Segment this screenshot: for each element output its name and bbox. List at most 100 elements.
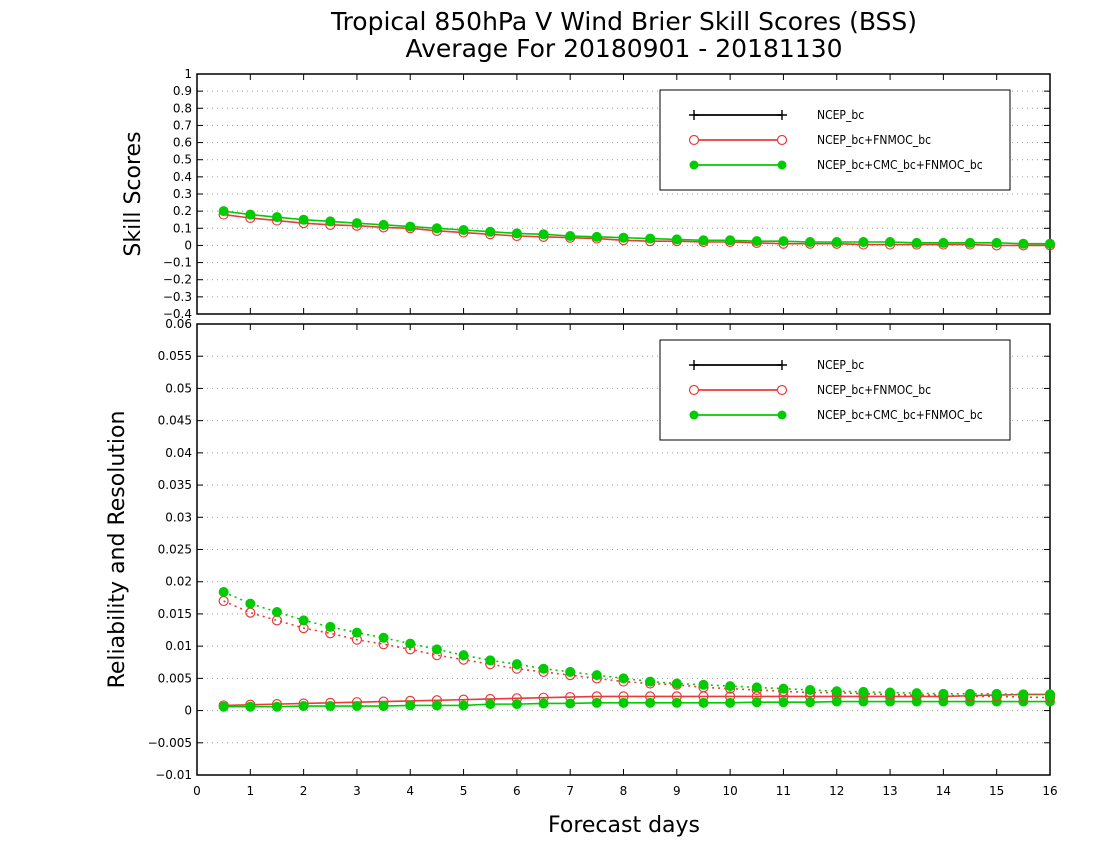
y-tick-label: 0.015 — [158, 607, 192, 621]
series-line — [223, 600, 1051, 699]
data-point — [538, 663, 549, 674]
series-line — [223, 693, 1050, 707]
data-point — [778, 683, 789, 694]
data-point — [431, 700, 442, 711]
data-point — [245, 607, 256, 618]
y-tick-label: 0.02 — [165, 575, 192, 589]
y-tick-label: 0.8 — [173, 101, 192, 115]
y-axis-label: Reliability and Resolution — [105, 411, 130, 689]
y-tick-label: 0.03 — [165, 510, 192, 524]
legend-marker — [776, 134, 788, 146]
data-point — [298, 214, 309, 225]
y-tick-label: 0.04 — [165, 446, 192, 460]
data-point — [591, 231, 602, 242]
y-tick-label: 0.045 — [158, 414, 192, 428]
y-tick-label: 0.01 — [165, 639, 192, 653]
data-point — [245, 209, 256, 220]
data-point — [831, 696, 842, 707]
data-point — [511, 228, 522, 239]
x-tick-label: 4 — [406, 784, 414, 798]
y-tick-label: 0.3 — [173, 187, 192, 201]
data-point — [431, 644, 442, 655]
data-point — [831, 237, 842, 247]
data-point — [1018, 689, 1029, 700]
data-point — [671, 234, 682, 245]
data-point — [591, 697, 602, 708]
data-point — [378, 219, 389, 230]
legend-marker — [688, 134, 700, 146]
data-point — [751, 682, 762, 693]
y-tick-label: 0.2 — [173, 204, 192, 218]
y-tick-label: −0.1 — [163, 256, 192, 270]
data-point — [565, 231, 576, 241]
data-point — [965, 237, 976, 248]
data-point — [325, 701, 336, 712]
y-tick-label: −0.01 — [155, 768, 192, 782]
y-tick-label: 0.6 — [173, 136, 192, 150]
x-tick-label: 14 — [936, 784, 951, 798]
data-point — [511, 659, 522, 670]
y-tick-label: 0.05 — [165, 381, 192, 395]
y-tick-label: 0.06 — [165, 317, 192, 331]
reliability-resolution-panel: −0.01 −0.005 0 0.005 0.01 0.015 0.02 0.025 0.03 0… — [105, 317, 1058, 798]
x-tick-label: 7 — [566, 784, 574, 798]
legend-marker — [777, 360, 787, 370]
legend-entry: NCEP_bc — [689, 108, 864, 122]
data-point — [911, 237, 922, 248]
y-tick-label: 0.5 — [173, 153, 192, 167]
data-point — [378, 701, 389, 712]
data-point — [565, 698, 576, 709]
data-point — [858, 696, 869, 707]
data-point — [325, 621, 336, 632]
legend-label: NCEP_bc — [817, 358, 864, 372]
x-tick-label: 1 — [246, 784, 254, 798]
data-point — [538, 229, 549, 240]
data-point — [645, 676, 656, 687]
data-point — [1045, 238, 1055, 249]
data-point — [698, 679, 709, 690]
x-tick-label: 11 — [776, 784, 791, 798]
data-point — [271, 212, 282, 223]
data-point — [725, 681, 736, 692]
data-point — [831, 686, 842, 697]
legend-label: NCEP_bc+FNMOC_bc — [817, 133, 931, 147]
data-point — [751, 236, 762, 247]
data-point — [965, 688, 976, 699]
x-tick-label: 8 — [620, 784, 628, 798]
legend-entry: NCEP_bc+CMC_bc+FNMOC_bc — [689, 158, 983, 172]
legend-marker — [689, 360, 699, 370]
y-tick-label: 0.7 — [173, 118, 192, 132]
y-tick-label: 0.9 — [173, 84, 192, 98]
data-point — [618, 232, 629, 243]
data-point — [458, 225, 469, 235]
data-point — [271, 606, 282, 617]
x-tick-label: 15 — [989, 784, 1004, 798]
y-tick-label: 1 — [184, 67, 192, 81]
data-point — [565, 666, 576, 677]
data-point — [645, 697, 656, 708]
data-point — [485, 655, 496, 666]
data-point — [245, 701, 256, 712]
data-point — [911, 688, 922, 699]
legend-label: NCEP_bc+CMC_bc+FNMOC_bc — [817, 408, 983, 422]
legend-marker — [777, 110, 787, 120]
data-point — [351, 701, 362, 712]
data-point — [591, 670, 602, 681]
data-point — [671, 678, 682, 689]
data-point — [885, 237, 896, 247]
data-point — [218, 587, 229, 598]
x-tick-label: 9 — [673, 784, 681, 798]
data-point — [1018, 238, 1029, 249]
data-point — [885, 687, 896, 698]
data-point — [271, 615, 283, 626]
x-tick-label: 6 — [513, 784, 521, 798]
legend-entry: NCEP_bc+CMC_bc+FNMOC_bc — [689, 408, 983, 422]
legend-marker — [688, 384, 700, 396]
x-axis-label: Forecast days — [548, 813, 700, 838]
data-point — [218, 206, 229, 217]
legend-entry: NCEP_bc+FNMOC_bc — [688, 383, 931, 397]
data-point — [805, 237, 816, 247]
y-tick-label: −0.2 — [163, 273, 192, 287]
data-point — [991, 688, 1002, 699]
data-point — [325, 216, 336, 227]
